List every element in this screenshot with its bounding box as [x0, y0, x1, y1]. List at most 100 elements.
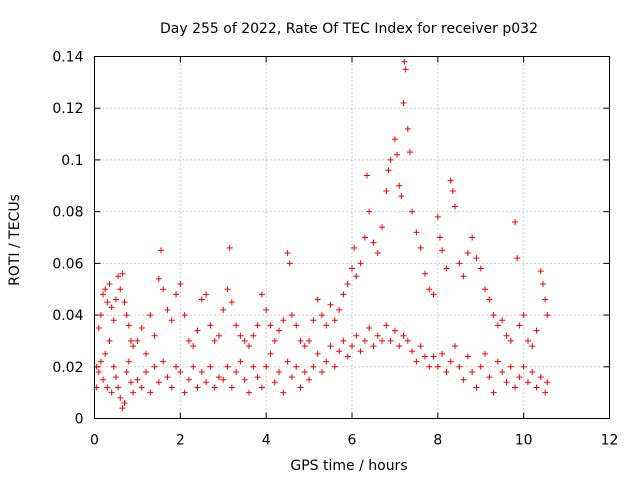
data-point-marker: [520, 363, 527, 370]
data-point-marker: [353, 332, 360, 339]
data-point-marker: [436, 234, 443, 241]
x-axis-label: GPS time / hours: [290, 458, 407, 474]
data-point-marker: [106, 337, 113, 344]
data-point-marker: [288, 312, 295, 319]
data-point-marker: [383, 187, 390, 194]
data-point-marker: [310, 363, 317, 370]
data-point-marker: [349, 343, 355, 350]
data-point-marker: [185, 376, 192, 383]
data-point-marker: [301, 343, 308, 350]
data-point-marker: [125, 358, 132, 365]
data-point-marker: [106, 281, 113, 288]
y-tick-label: 0.1: [61, 153, 83, 169]
data-point-marker: [185, 337, 192, 344]
data-point-marker: [318, 312, 325, 319]
data-point-marker: [507, 337, 514, 344]
data-point-marker: [499, 368, 506, 375]
data-point-marker: [443, 265, 450, 272]
data-point-marker: [151, 363, 158, 370]
chart-title: Day 255 of 2022, Rate Of TEC Index for r…: [160, 21, 538, 37]
data-point-marker: [383, 322, 390, 329]
data-point-marker: [147, 389, 154, 396]
data-point-marker: [331, 363, 338, 370]
data-point-marker: [241, 376, 248, 383]
data-point-marker: [344, 281, 351, 288]
data-point-marker: [524, 379, 531, 386]
data-point-marker: [237, 358, 244, 365]
data-point-marker: [366, 325, 373, 331]
data-point-marker: [460, 376, 467, 383]
x-tick-label: 10: [515, 433, 533, 449]
data-point-marker: [102, 350, 109, 357]
data-point-marker: [117, 286, 124, 293]
data-point-marker: [336, 306, 343, 313]
data-point-marker: [155, 275, 162, 282]
data-point-marker: [127, 337, 134, 344]
data-point-marker: [125, 322, 132, 329]
data-point-marker: [357, 260, 364, 267]
data-point-marker: [404, 337, 411, 344]
data-point-marker: [112, 296, 119, 303]
data-point-marker: [250, 332, 257, 339]
data-point-marker: [539, 281, 546, 288]
data-point-marker: [108, 389, 115, 396]
data-point-marker: [447, 177, 454, 184]
data-point-marker: [486, 374, 493, 381]
data-point-marker: [288, 374, 295, 381]
data-point-marker: [246, 343, 252, 350]
x-tick-labels: 0 2 4 6 8 10 12: [90, 433, 618, 449]
data-point-marker: [115, 273, 122, 280]
data-point-marker: [258, 384, 265, 391]
data-point-marker: [349, 265, 355, 272]
data-point-marker: [406, 149, 413, 156]
data-point-marker: [284, 358, 291, 365]
data-point-marker: [449, 187, 456, 194]
data-point-marker: [203, 291, 210, 298]
data-point-marker: [417, 343, 424, 350]
data-point-marker: [181, 312, 188, 319]
data-point-marker: [293, 363, 300, 370]
data-point-marker: [353, 273, 360, 280]
data-point-marker: [537, 268, 544, 275]
data-point-marker: [503, 332, 510, 339]
data-point-marker: [203, 379, 210, 386]
data-point-marker: [108, 304, 115, 311]
x-tick-label: 2: [176, 433, 185, 449]
data-point-marker: [194, 327, 201, 334]
data-point-marker: [110, 363, 117, 370]
y-tick-label: 0: [75, 412, 84, 428]
data-point-marker: [477, 265, 484, 272]
data-point-marker: [117, 394, 124, 401]
data-point-marker: [490, 389, 497, 396]
data-point-marker: [97, 358, 104, 365]
data-point-marker: [404, 125, 411, 132]
data-point-marker: [409, 208, 416, 215]
data-point-marker: [327, 301, 334, 308]
data-point-marker: [147, 312, 154, 319]
data-point-marker: [327, 343, 334, 350]
data-point-marker: [357, 348, 364, 355]
data-point-marker: [233, 322, 240, 329]
data-point-marker: [160, 358, 167, 365]
data-point-marker: [121, 299, 128, 306]
data-point-marker: [286, 260, 293, 267]
data-point-marker: [331, 317, 338, 324]
data-point-marker: [306, 337, 313, 344]
data-point-marker: [391, 327, 398, 334]
data-point-marker: [158, 247, 165, 254]
data-point-marker: [391, 136, 398, 143]
data-point-marker: [456, 260, 463, 267]
data-point-marker: [402, 66, 409, 73]
data-point-marker: [351, 244, 358, 251]
data-point-marker: [452, 203, 458, 210]
data-point-marker: [413, 229, 420, 236]
data-point-marker: [134, 337, 141, 344]
data-point-marker: [130, 389, 137, 396]
y-tick-label: 0.08: [52, 205, 83, 221]
data-point-marker: [119, 405, 126, 412]
x-tick-label: 12: [601, 433, 619, 449]
data-point-marker: [100, 376, 107, 383]
data-point-marker: [314, 350, 321, 357]
y-tick-label: 0.12: [52, 101, 83, 117]
data-point-marker: [280, 317, 287, 324]
